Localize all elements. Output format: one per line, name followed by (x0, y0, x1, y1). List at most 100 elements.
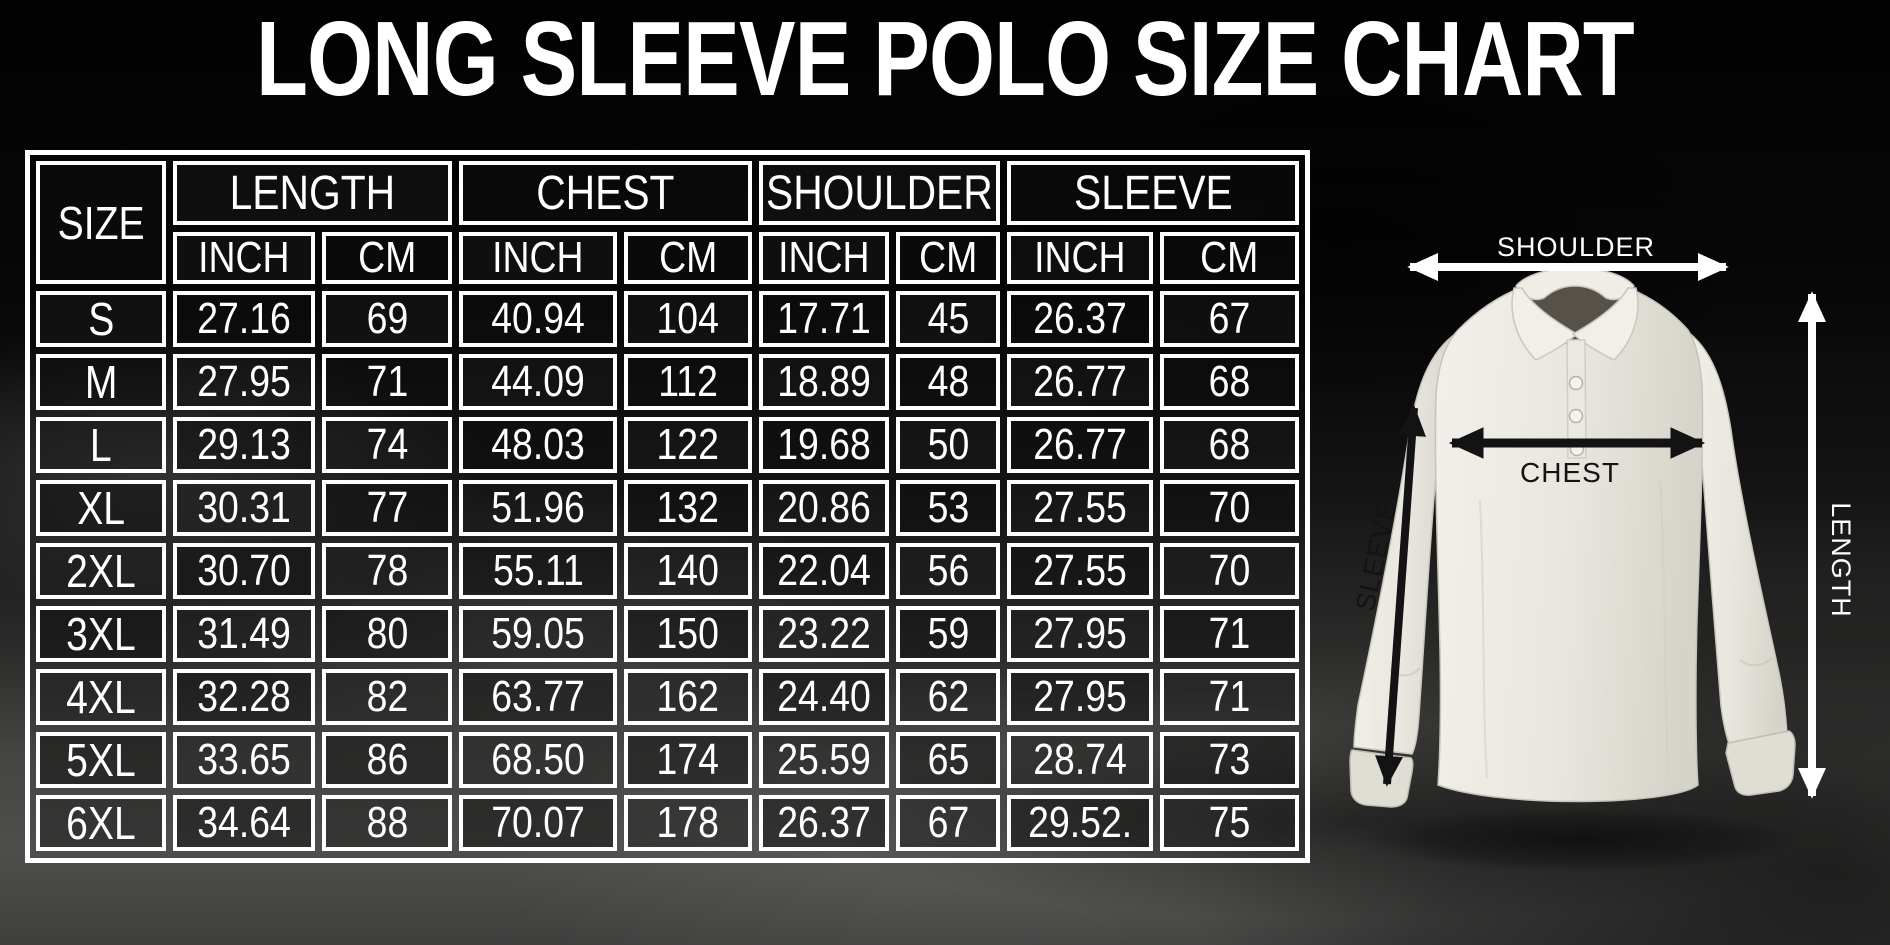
table-value-cell: 59 (896, 606, 1000, 662)
table-value-cell: 62 (896, 669, 1000, 725)
table-value-cell: 23.22 (759, 606, 889, 662)
table-size-label: XL (36, 480, 166, 536)
table-size-label: L (36, 417, 166, 473)
table-value-cell: 78 (322, 543, 452, 599)
table-corner-size-header: SIZE (36, 161, 166, 284)
table-size-label: S (36, 291, 166, 347)
table-value-cell: 27.16 (173, 291, 315, 347)
table-value-cell: 104 (624, 291, 752, 347)
fold-line (1479, 499, 1488, 779)
collar-right-flap (1571, 287, 1639, 361)
table-value-cell: 53 (896, 480, 1000, 536)
collar-left-flap (1511, 287, 1579, 361)
table-value-cell: 82 (322, 669, 452, 725)
table-value-cell: 88 (322, 795, 452, 851)
table-value-cell: 73 (1160, 732, 1299, 788)
table-value-cell: 34.64 (173, 795, 315, 851)
table-value-cell: 24.40 (759, 669, 889, 725)
table-value-cell: 74 (322, 417, 452, 473)
table-value-cell: 27.95 (1007, 669, 1153, 725)
page-title: LONG SLEEVE POLO SIZE CHART (256, 0, 1635, 118)
table-value-cell: 56 (896, 543, 1000, 599)
table-value-cell: 26.77 (1007, 417, 1153, 473)
table-value-cell: 67 (896, 795, 1000, 851)
polo-shirt-svg: SHOULDER CHEST SLEEVE LENGTH (1349, 232, 1856, 872)
sleeve-arrow (1375, 405, 1426, 787)
table-value-cell: 67 (1160, 291, 1299, 347)
table-value-cell: 55.11 (459, 543, 617, 599)
table-value-cell: 17.71 (759, 291, 889, 347)
button (1568, 408, 1584, 424)
size-chart-table: SIZE LENGTH CHEST SHOULDER SLEEVE INCH CM INCH C… (25, 150, 1310, 863)
right-cuff (1725, 730, 1796, 796)
table-value-cell: 63.77 (459, 669, 617, 725)
length-label: LENGTH (1826, 502, 1856, 618)
table-value-cell: 19.68 (759, 417, 889, 473)
table-value-cell: 27.95 (173, 354, 315, 410)
table-unit-header-inch-chest: INCH (459, 232, 617, 284)
table-value-cell: 25.59 (759, 732, 889, 788)
table-unit-header-cm-sleeve: CM (1160, 232, 1299, 284)
table-group-header-sleeve: SLEEVE (1007, 161, 1299, 225)
table-value-cell: 20.86 (759, 480, 889, 536)
table-value-cell: 30.70 (173, 543, 315, 599)
button (1568, 375, 1584, 391)
table-size-label: 2XL (36, 543, 166, 599)
size-chart-grid: SIZE LENGTH CHEST SHOULDER SLEEVE INCH CM INCH C… (36, 161, 1299, 852)
polo-shirt-illustration: SHOULDER CHEST SLEEVE LENGTH (1330, 200, 1890, 900)
table-value-cell: 18.89 (759, 354, 889, 410)
table-value-cell: 174 (624, 732, 752, 788)
left-cuff (1349, 749, 1414, 808)
table-size-label: 6XL (36, 795, 166, 851)
shirt-shadow (1360, 808, 1800, 872)
fold-line (1739, 657, 1773, 667)
chest-label: CHEST (1520, 457, 1620, 488)
table-value-cell: 70 (1160, 480, 1299, 536)
table-value-cell: 45 (896, 291, 1000, 347)
table-value-cell: 178 (624, 795, 752, 851)
table-value-cell: 27.95 (1007, 606, 1153, 662)
table-size-label: 3XL (36, 606, 166, 662)
table-value-cell: 32.28 (173, 669, 315, 725)
table-value-cell: 28.74 (1007, 732, 1153, 788)
table-value-cell: 86 (322, 732, 452, 788)
table-value-cell: 69 (322, 291, 452, 347)
table-size-label: M (36, 354, 166, 410)
table-value-cell: 27.55 (1007, 543, 1153, 599)
table-value-cell: 80 (322, 606, 452, 662)
table-value-cell: 122 (624, 417, 752, 473)
table-value-cell: 140 (624, 543, 752, 599)
table-value-cell: 71 (1160, 669, 1299, 725)
table-group-header-shoulder: SHOULDER (759, 161, 1000, 225)
table-value-cell: 68 (1160, 417, 1299, 473)
table-value-cell: 26.77 (1007, 354, 1153, 410)
polo-shirt (1349, 267, 1796, 808)
table-value-cell: 29.13 (173, 417, 315, 473)
table-size-label: 5XL (36, 732, 166, 788)
neck-opening (1520, 283, 1630, 348)
table-value-cell: 150 (624, 606, 752, 662)
table-value-cell: 31.49 (173, 606, 315, 662)
table-value-cell: 71 (322, 354, 452, 410)
table-size-label: 4XL (36, 669, 166, 725)
table-value-cell: 48 (896, 354, 1000, 410)
table-value-cell: 70.07 (459, 795, 617, 851)
table-unit-header-cm-chest: CM (624, 232, 752, 284)
table-unit-header-inch-shoulder: INCH (759, 232, 889, 284)
table-value-cell: 26.37 (1007, 291, 1153, 347)
table-value-cell: 68 (1160, 354, 1299, 410)
table-value-cell: 29.52. (1007, 795, 1153, 851)
table-value-cell: 112 (624, 354, 752, 410)
table-value-cell: 44.09 (459, 354, 617, 410)
table-value-cell: 70 (1160, 543, 1299, 599)
table-value-cell: 71 (1160, 606, 1299, 662)
table-value-cell: 40.94 (459, 291, 617, 347)
table-group-header-chest: CHEST (459, 161, 752, 225)
table-value-cell: 33.65 (173, 732, 315, 788)
table-unit-header-inch-sleeve: INCH (1007, 232, 1153, 284)
table-unit-header-cm-length: CM (322, 232, 452, 284)
table-value-cell: 22.04 (759, 543, 889, 599)
table-value-cell: 77 (322, 480, 452, 536)
table-value-cell: 27.55 (1007, 480, 1153, 536)
table-value-cell: 48.03 (459, 417, 617, 473)
